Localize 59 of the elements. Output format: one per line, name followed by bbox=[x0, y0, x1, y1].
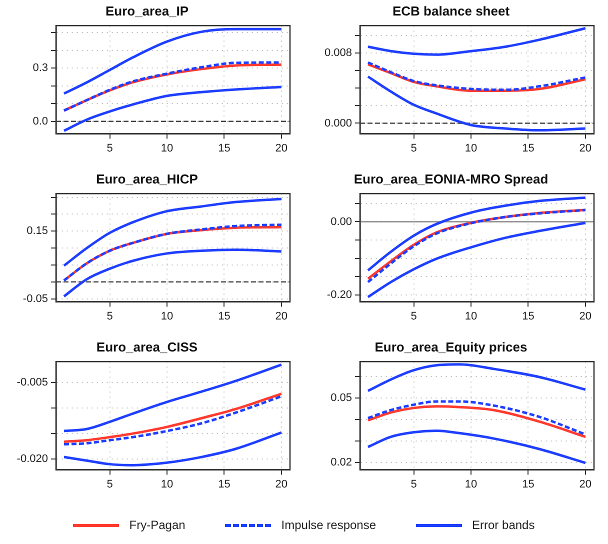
y-tick-label: -0.20 bbox=[326, 288, 352, 301]
x-tick-label: 15 bbox=[522, 310, 534, 322]
line-series bbox=[62, 86, 283, 132]
x-tick-label: 10 bbox=[464, 310, 478, 322]
y-tick-label: 0.02 bbox=[330, 456, 352, 469]
y-tick-label: 0.008 bbox=[324, 46, 352, 59]
chart-title: Euro_area_EONIA-MRO Spread bbox=[354, 171, 548, 186]
x-tick-label: 5 bbox=[410, 478, 417, 490]
line-series bbox=[62, 198, 283, 267]
x-tick-label: 5 bbox=[410, 142, 417, 154]
x-tick-label: 15 bbox=[218, 310, 230, 322]
x-tick-label: 20 bbox=[579, 310, 592, 322]
x-tick-label: 10 bbox=[464, 142, 478, 154]
line-series bbox=[366, 430, 587, 464]
x-tick-label: 5 bbox=[106, 142, 113, 154]
x-tick-label: 15 bbox=[522, 142, 534, 154]
x-tick-label: 20 bbox=[275, 310, 288, 322]
y-tick-label: 0.000 bbox=[324, 117, 352, 130]
line-series bbox=[366, 75, 587, 132]
line-series bbox=[366, 26, 587, 56]
y-tick-label: -0.005 bbox=[16, 376, 48, 389]
line-series bbox=[366, 405, 587, 438]
x-tick-label: 20 bbox=[579, 478, 592, 490]
x-tick-label: 20 bbox=[275, 478, 288, 490]
chart-title: Euro_area_HICP bbox=[96, 171, 198, 186]
chart-title: Euro_area_Equity prices bbox=[374, 339, 528, 354]
y-tick-label: 0.0 bbox=[32, 115, 48, 128]
line-series bbox=[366, 363, 587, 392]
x-tick-label: 5 bbox=[106, 478, 113, 490]
x-tick-label: 15 bbox=[522, 478, 534, 490]
x-tick-label: 10 bbox=[160, 310, 174, 322]
chart-title: ECB balance sheet bbox=[392, 3, 510, 18]
y-tick-label: -0.05 bbox=[22, 292, 48, 305]
line-series bbox=[62, 28, 283, 95]
line-series bbox=[366, 222, 587, 298]
chart-title: Euro_area_IP bbox=[105, 3, 189, 18]
line-series bbox=[62, 363, 283, 432]
y-tick-label: -0.020 bbox=[16, 453, 48, 466]
x-tick-label: 10 bbox=[160, 142, 174, 154]
x-tick-label: 20 bbox=[275, 142, 288, 154]
y-tick-label: 0.05 bbox=[330, 392, 352, 404]
line-series bbox=[62, 431, 283, 466]
x-tick-label: 10 bbox=[160, 478, 174, 490]
x-tick-label: 10 bbox=[464, 478, 478, 490]
legend-label: Fry-Pagan bbox=[129, 518, 186, 532]
legend-label: Error bands bbox=[472, 518, 535, 532]
x-tick-label: 20 bbox=[579, 142, 592, 154]
x-tick-label: 5 bbox=[106, 310, 113, 322]
line-series bbox=[62, 248, 283, 298]
legend-label: Impulse response bbox=[281, 518, 376, 532]
x-tick-label: 15 bbox=[218, 142, 230, 154]
y-tick-label: 0.15 bbox=[26, 225, 48, 238]
x-tick-label: 5 bbox=[410, 310, 417, 322]
y-tick-label: 0.00 bbox=[330, 216, 352, 228]
y-tick-label: 0.3 bbox=[32, 62, 48, 74]
line-series bbox=[366, 400, 587, 436]
chart-title: Euro_area_CISS bbox=[96, 339, 198, 354]
x-tick-label: 15 bbox=[218, 478, 230, 490]
line-series bbox=[366, 196, 587, 272]
